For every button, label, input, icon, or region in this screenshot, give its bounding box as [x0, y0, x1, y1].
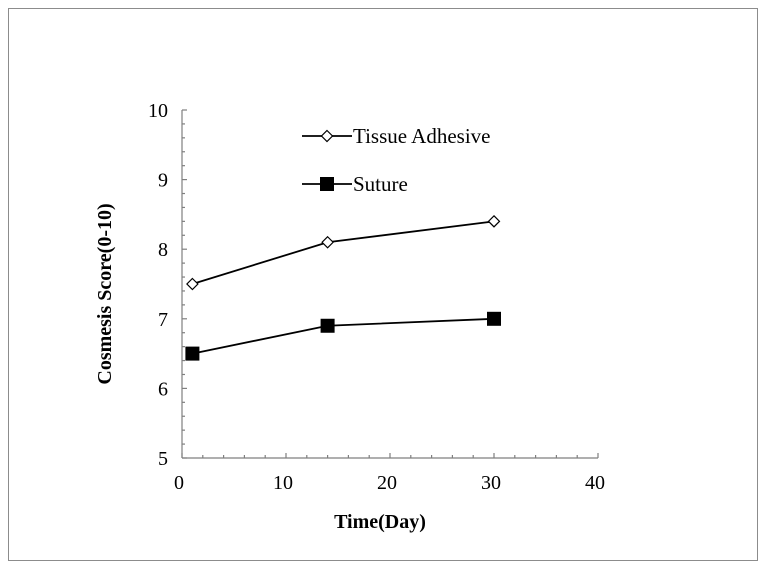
data-point: [186, 277, 199, 291]
data-point: [487, 215, 501, 228]
legend-entry: Suture: [302, 172, 408, 196]
axes: [181, 110, 598, 459]
legend: Tissue Adhesive Suture: [302, 124, 491, 196]
x-tick-label: 30: [481, 472, 501, 494]
y-tick-label: 5: [158, 448, 168, 470]
y-axis-title: Cosmesis Score(0-10): [94, 203, 116, 384]
series-line: [192, 317, 495, 355]
y-tick-label: 10: [148, 100, 168, 122]
y-tick-label: 6: [158, 378, 168, 400]
legend-marker: [320, 177, 334, 191]
x-tick-label: 40: [585, 472, 605, 494]
x-axis-title: Time(Day): [334, 511, 426, 533]
data-point: [320, 318, 335, 333]
tick-labels: 5 6 7 8 9 10 0 10 20 30 40: [148, 100, 605, 494]
data-point: [185, 346, 200, 361]
chart-frame: [8, 8, 758, 561]
series-line: [192, 220, 495, 285]
legend-label: Suture: [353, 172, 408, 196]
x-tick-label: 0: [174, 472, 184, 494]
x-tick-label: 10: [273, 472, 293, 494]
y-tick-label: 8: [158, 239, 168, 261]
x-tick-label: 20: [377, 472, 397, 494]
legend-marker: [320, 129, 334, 143]
series-0: [186, 215, 501, 291]
y-tick-label: 9: [158, 170, 168, 192]
legend-label: Tissue Adhesive: [353, 124, 491, 148]
y-tick-label: 7: [158, 309, 168, 331]
data-point: [321, 235, 334, 249]
data-point: [487, 311, 501, 326]
series-1: [185, 311, 501, 361]
ticks: [181, 109, 599, 459]
legend-entry: Tissue Adhesive: [302, 124, 491, 148]
series-layer: [185, 215, 501, 361]
